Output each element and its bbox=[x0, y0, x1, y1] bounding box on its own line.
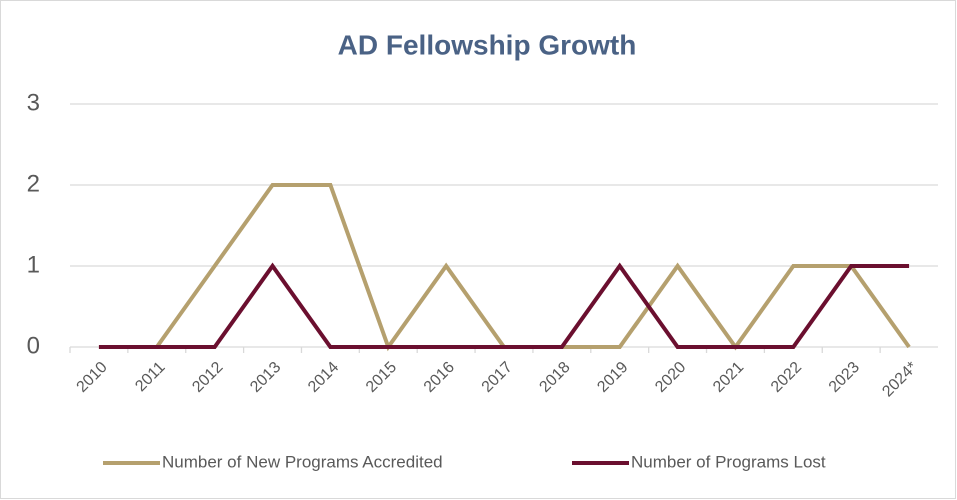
y-tick-label: 2 bbox=[27, 170, 40, 197]
series-line bbox=[98, 262, 910, 349]
y-tick-label: 1 bbox=[27, 251, 40, 278]
chart-title: AD Fellowship Growth bbox=[338, 29, 637, 60]
y-tick-label: 0 bbox=[27, 332, 40, 359]
legend-label: Number of Programs Lost bbox=[631, 452, 826, 471]
legend-label: Number of New Programs Accredited bbox=[162, 452, 443, 471]
y-tick-label: 3 bbox=[27, 89, 40, 116]
